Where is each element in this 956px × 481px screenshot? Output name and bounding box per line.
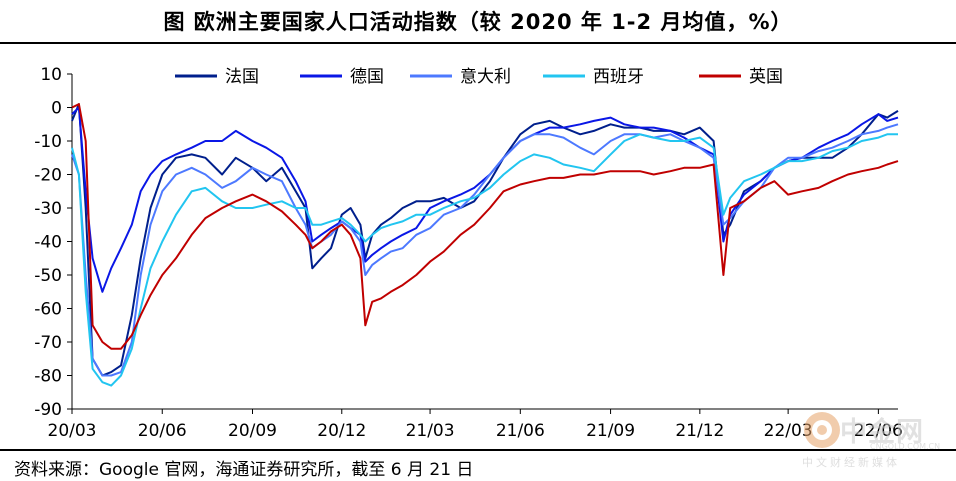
series-line-英国 — [71, 103, 899, 350]
legend-label: 意大利 — [460, 67, 511, 87]
y-axis: 10 0 -10 -20 -30 -40 -50 -60 -70 -80 -90 — [34, 65, 73, 420]
series-line-法国 — [71, 103, 899, 377]
source-note: 资料来源：Google 官网，海通证券研究所，截至 6 月 21 日 — [14, 460, 474, 480]
watermark-icon — [804, 412, 840, 448]
x-tick-label: 21/03 — [406, 421, 455, 441]
x-axis: 20/03 20/06 20/09 20/12 21/03 21/06 21/09 21/12… — [48, 408, 903, 441]
watermark-url: CNGOLD.COM.CN — [870, 442, 941, 451]
y-tick-label: -60 — [34, 300, 62, 320]
watermark-logo: 中金网 CNGOLD.COM.CN 中文财经新媒体 — [800, 404, 950, 474]
x-tick-label: 20/06 — [138, 421, 187, 441]
x-tick-label: 21/12 — [675, 421, 724, 441]
y-tick-label: -40 — [34, 233, 62, 253]
legend-item: 英国 — [699, 67, 783, 87]
legend-label: 法国 — [225, 67, 259, 87]
y-tick-label: -20 — [34, 166, 62, 186]
y-tick-label: -10 — [34, 132, 62, 152]
y-tick-label: 0 — [51, 99, 62, 119]
x-tick-label: 21/09 — [586, 421, 635, 441]
x-tick-label: 22/06 — [854, 421, 903, 441]
y-tick-label: -70 — [34, 333, 62, 353]
legend: 法国 德国 意大利 西班牙 英国 — [175, 67, 783, 87]
line-chart: 100-10-20-30-40-50-60-70-80-90 20/03 20/0… — [34, 65, 903, 441]
y-tick-label: -80 — [34, 367, 62, 387]
y-tick-label: -50 — [34, 266, 62, 286]
series-lines — [71, 103, 899, 387]
x-tick-label: 20/12 — [317, 421, 366, 441]
legend-label: 英国 — [749, 67, 783, 87]
legend-label: 德国 — [350, 67, 384, 87]
y-tick-label: -90 — [34, 400, 62, 420]
watermark-name: 中金网 — [840, 417, 924, 448]
x-tick-label: 20/09 — [228, 421, 277, 441]
y-tick-label: -30 — [34, 199, 62, 219]
legend-label: 西班牙 — [593, 67, 644, 87]
legend-item: 法国 — [175, 67, 259, 87]
chart-title: 图 欧洲主要国家人口活动指数（较 2020 年 1-2 月均值，%） — [163, 10, 793, 34]
bottom-rule — [0, 449, 956, 451]
series-line-德国 — [71, 106, 899, 293]
top-rule — [0, 42, 956, 44]
series-line-西班牙 — [71, 133, 898, 387]
x-tick-label: 20/03 — [48, 421, 97, 441]
series-line-意大利 — [71, 123, 899, 377]
x-tick-label: 21/06 — [496, 421, 545, 441]
y-tick-label: 10 — [40, 65, 62, 85]
legend-item: 意大利 — [410, 67, 511, 87]
watermark-sub: 中文财经新媒体 — [802, 456, 900, 469]
x-tick-label: 22/03 — [764, 421, 813, 441]
legend-item: 西班牙 — [543, 67, 644, 87]
legend-item: 德国 — [300, 67, 384, 87]
